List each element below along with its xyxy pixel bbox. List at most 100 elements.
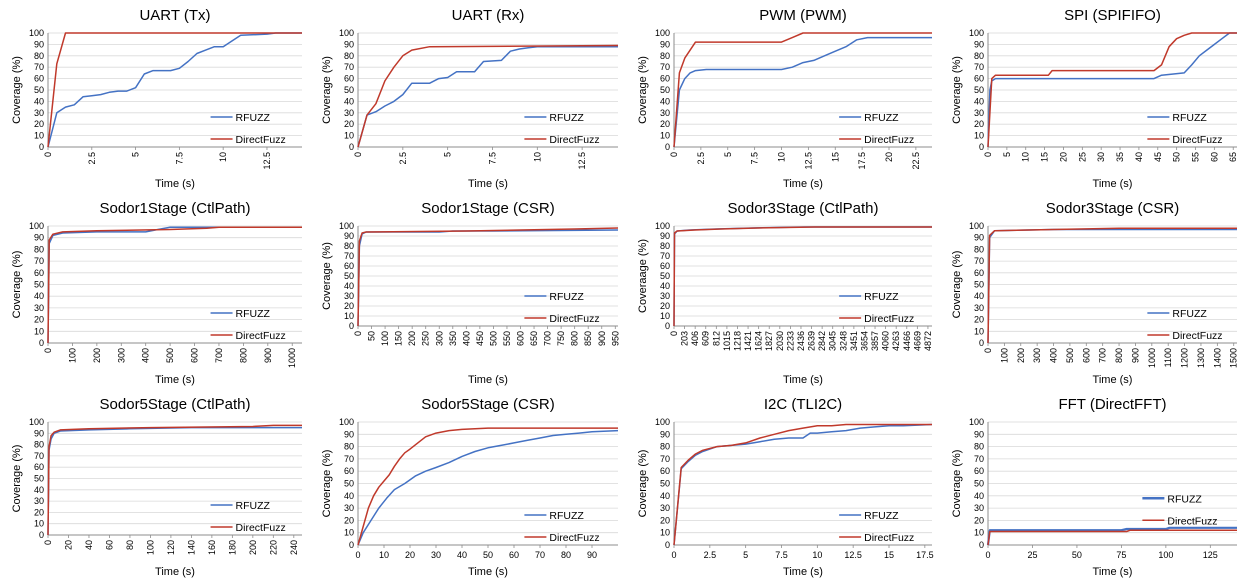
y-tick-label: 40	[344, 491, 354, 501]
x-tick-label: 50	[1072, 550, 1082, 560]
y-tick-label: 70	[344, 454, 354, 464]
x-tick-label: 4060	[881, 331, 891, 351]
y-axis-label: Coveraage (%)	[637, 239, 649, 313]
x-tick-label: 7.5	[750, 152, 760, 165]
y-tick-label: 90	[660, 39, 670, 49]
x-tick-label: 600	[516, 331, 526, 346]
y-tick-label: 50	[660, 479, 670, 489]
chart-panel-sodor3stage-csr: Sodor3Stage (CSR)01020304050607080901000…	[951, 200, 1239, 386]
y-tick-label: 60	[344, 466, 354, 476]
x-tick-label: 0	[355, 550, 360, 560]
x-tick-label: 2639	[807, 331, 817, 351]
y-tick-label: 100	[969, 28, 984, 38]
x-tick-label: 500	[1065, 348, 1075, 363]
y-tick-label: 80	[344, 241, 354, 251]
x-tick-label: 55	[1191, 152, 1201, 162]
y-tick-label: 0	[979, 338, 984, 348]
y-tick-label: 100	[339, 417, 354, 427]
legend-label-rfuzz: RFUZZ	[1172, 308, 1207, 320]
x-tick-label: 7.5	[174, 152, 184, 165]
x-tick-label: 350	[448, 331, 458, 346]
chart-panel-fft-directfft: FFT (DirectFFT) 0 10 20 30 40 50 60 70 80 90 100 0 25…	[951, 396, 1237, 578]
x-tick-label: 1000	[1147, 348, 1157, 368]
x-axis-label: Time (s)	[155, 178, 195, 190]
series-line-rfuzz	[357, 229, 619, 327]
x-tick-label: 75	[1116, 550, 1126, 560]
x-tick-label: 50	[483, 550, 493, 560]
x-tick-label: 0	[353, 152, 363, 157]
chart-panel-sodor5stage-ctlpath: Sodor5Stage (CtlPath)0102030405060708090…	[11, 396, 302, 578]
series-line-rfuzz	[47, 426, 302, 536]
x-tick-label: 450	[475, 331, 485, 346]
chart-title: Sodor1Stage (CSR)	[421, 200, 554, 217]
y-tick-label: 100	[969, 417, 984, 427]
x-tick-label: 25	[1077, 152, 1087, 162]
y-tick-label: 90	[34, 428, 44, 438]
y-tick-label: 90	[974, 233, 984, 243]
y-tick-label: 20	[974, 119, 984, 129]
y-tick-label: 80	[344, 442, 354, 452]
y-tick-label: 80	[974, 442, 984, 452]
x-tick-label: 180	[227, 540, 237, 555]
x-axis-label: Time (s)	[783, 178, 823, 190]
y-tick-label: 70	[974, 454, 984, 464]
y-tick-label: 80	[974, 244, 984, 254]
y-axis-label: Coverage (%)	[11, 445, 23, 513]
x-tick-label: 160	[207, 540, 217, 555]
y-tick-label: 30	[974, 303, 984, 313]
y-tick-label: 20	[344, 119, 354, 129]
x-tick-label: 4872	[923, 331, 933, 351]
y-tick-label: 10	[34, 131, 44, 141]
x-tick-label: 125	[1203, 550, 1218, 560]
series-line-directfuzz	[47, 32, 302, 148]
y-tick-label: 80	[660, 442, 670, 452]
y-tick-label: 20	[34, 119, 44, 129]
chart-title: UART (Rx)	[452, 7, 525, 24]
y-tick-label: 0	[349, 142, 354, 152]
y-tick-label: 50	[974, 85, 984, 95]
y-tick-label: 20	[660, 301, 670, 311]
x-tick-label: 40	[1134, 152, 1144, 162]
x-tick-label: 4669	[912, 331, 922, 351]
x-tick-label: 2.5	[87, 152, 97, 165]
y-tick-label: 70	[974, 256, 984, 266]
x-tick-label: 200	[248, 540, 258, 555]
y-axis-label: Coverage (%)	[951, 450, 963, 518]
x-tick-label: 3248	[838, 331, 848, 351]
y-tick-label: 100	[655, 221, 670, 231]
y-tick-label: 90	[344, 429, 354, 439]
x-tick-label: 5	[723, 152, 733, 157]
x-tick-label: 7.5	[487, 152, 497, 165]
legend-label-rfuzz: RFUZZ	[236, 308, 271, 320]
x-tick-label: 800	[238, 348, 248, 363]
x-tick-label: 150	[394, 331, 404, 346]
series-line-directfuzz	[673, 226, 932, 327]
y-tick-label: 30	[974, 108, 984, 118]
x-tick-label: 240	[289, 540, 299, 555]
y-tick-label: 50	[344, 479, 354, 489]
y-tick-label: 0	[979, 142, 984, 152]
y-tick-label: 10	[660, 528, 670, 538]
x-axis-label: Time (s)	[783, 374, 823, 386]
y-tick-label: 90	[344, 39, 354, 49]
y-tick-label: 20	[34, 507, 44, 517]
x-tick-label: 609	[701, 331, 711, 346]
x-tick-label: 0	[669, 331, 679, 336]
y-tick-label: 50	[34, 280, 44, 290]
x-axis-label: Time (s)	[1093, 178, 1133, 190]
x-tick-label: 10	[777, 152, 787, 162]
y-tick-label: 40	[660, 96, 670, 106]
x-tick-label: 550	[502, 331, 512, 346]
chart-title: UART (Tx)	[139, 7, 210, 24]
x-tick-label: 0	[43, 348, 53, 353]
y-tick-label: 50	[34, 474, 44, 484]
x-tick-label: 2.5	[704, 550, 717, 560]
chart-title: PWM (PWM)	[759, 7, 846, 24]
series-line-directfuzz	[987, 227, 1237, 344]
y-tick-label: 0	[39, 338, 44, 348]
legend-label-rfuzz: RFUZZ	[864, 510, 899, 522]
x-tick-label: 3654	[859, 331, 869, 351]
y-tick-label: 50	[974, 479, 984, 489]
